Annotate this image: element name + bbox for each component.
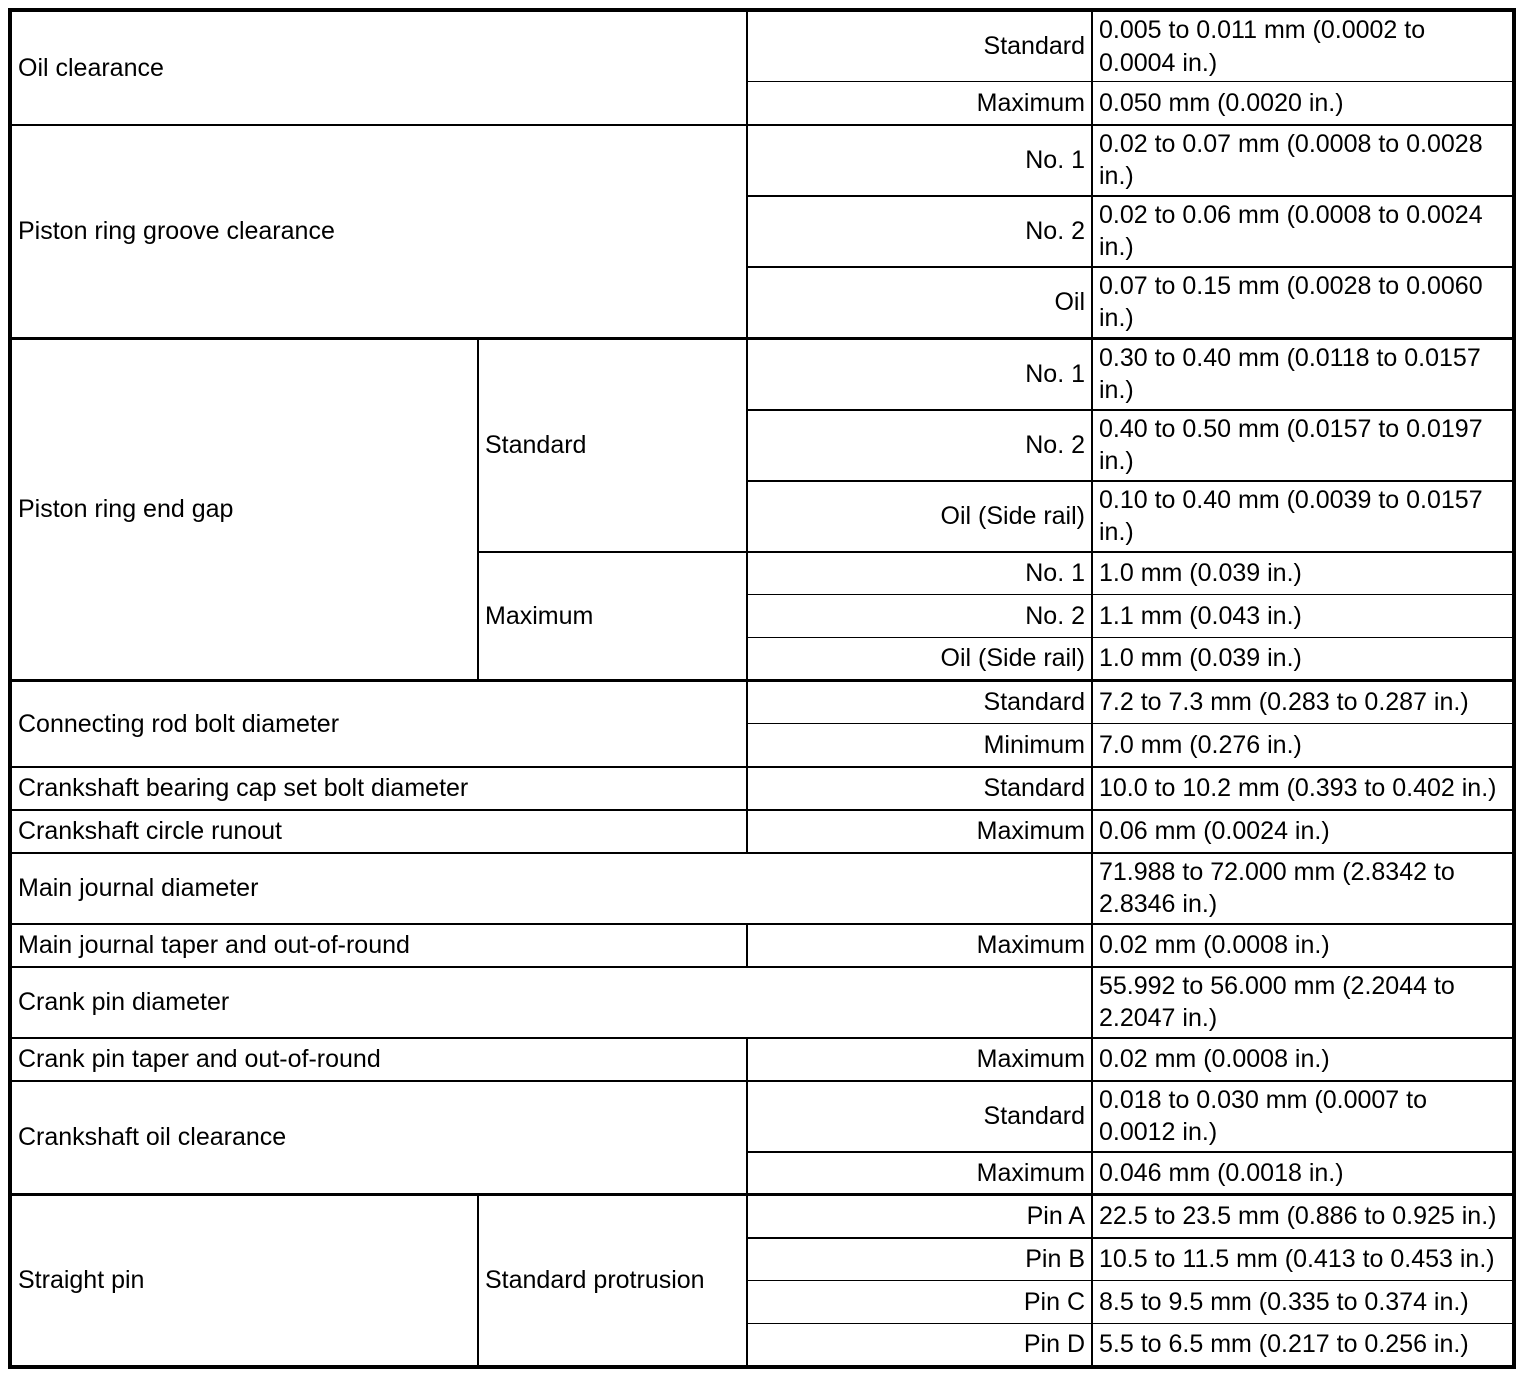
spec-label-cell: Maximum xyxy=(746,1150,1093,1195)
spec-value-cell: 7.2 to 7.3 mm (0.283 to 0.287 in.) xyxy=(1091,679,1515,724)
spec-value-cell: 0.30 to 0.40 mm (0.0118 to 0.0157 in.) xyxy=(1091,336,1515,410)
table-row: Maximum 0.050 mm (0.0020 in.) xyxy=(10,81,1515,125)
spec-item-cell: Crankshaft oil clearance xyxy=(9,1079,748,1195)
spec-subgroup-cell: Maximum xyxy=(477,550,748,681)
table-row: Crankshaft bearing cap set bolt diameter… xyxy=(9,765,1515,810)
table-row: Pin C 8.5 to 9.5 mm (0.335 to 0.374 in.) xyxy=(10,1280,1515,1324)
spec-label-cell: Oil (Side rail) xyxy=(746,479,1093,552)
spec-value-cell: 7.0 mm (0.276 in.) xyxy=(1091,723,1515,767)
table-row: No. 2 1.1 mm (0.043 in.) xyxy=(10,594,1515,638)
spec-value-cell: 0.07 to 0.15 mm (0.0028 to 0.0060 in.) xyxy=(1091,265,1515,338)
table-row: Oil clearance Standard 0.005 to 0.011 mm… xyxy=(9,9,1515,125)
specifications-table: Oil clearance Standard 0.005 to 0.011 mm… xyxy=(8,8,1516,1369)
spec-label-cell: Standard xyxy=(746,765,1093,810)
spec-item-cell: Straight pin xyxy=(9,1193,479,1367)
spec-label-cell: No. 1 xyxy=(746,336,1093,410)
spec-value-cell: 0.046 mm (0.0018 in.) xyxy=(1091,1150,1515,1195)
spec-label-cell: No. 2 xyxy=(746,594,1093,638)
spec-label-cell: Oil (Side rail) xyxy=(746,637,1093,681)
spec-value-cell: 0.02 to 0.07 mm (0.0008 to 0.0028 in.) xyxy=(1091,123,1515,196)
spec-value-cell: 0.018 to 0.030 mm (0.0007 to 0.0012 in.) xyxy=(1091,1079,1515,1152)
spec-label-cell: Standard xyxy=(746,1079,1093,1152)
table-row: No. 2 0.02 to 0.06 mm (0.0008 to 0.0024 … xyxy=(10,194,1515,267)
spec-label-cell: Maximum xyxy=(746,1036,1093,1081)
spec-label-cell: Maximum xyxy=(746,922,1093,967)
spec-value-cell: 0.40 to 0.50 mm (0.0157 to 0.0197 in.) xyxy=(1091,408,1515,481)
spec-item-cell: Piston ring groove clearance xyxy=(9,123,748,338)
spec-label-cell: Pin B xyxy=(746,1236,1093,1281)
spec-label-cell: Pin D xyxy=(746,1323,1093,1367)
spec-value-cell: 1.1 mm (0.043 in.) xyxy=(1091,594,1515,638)
spec-label-cell: No. 2 xyxy=(746,194,1093,267)
spec-value-cell: 55.992 to 56.000 mm (2.2044 to 2.2047 in… xyxy=(1091,965,1515,1038)
spec-item-cell: Main journal diameter xyxy=(9,851,1093,924)
spec-label-cell: No. 2 xyxy=(746,408,1093,481)
table-row: Oil (Side rail) 0.10 to 0.40 mm (0.0039 … xyxy=(10,479,1515,552)
spec-label-cell: Maximum xyxy=(746,808,1093,853)
spec-value-cell: 10.5 to 11.5 mm (0.413 to 0.453 in.) xyxy=(1091,1236,1515,1281)
spec-item-cell: Crank pin diameter xyxy=(9,965,1093,1038)
spec-value-cell: 0.02 to 0.06 mm (0.0008 to 0.0024 in.) xyxy=(1091,194,1515,267)
spec-value-cell: 1.0 mm (0.039 in.) xyxy=(1091,637,1515,681)
spec-item-cell: Crank pin taper and out-of-round xyxy=(9,1036,748,1081)
table-row: Crankshaft oil clearance Standard 0.018 … xyxy=(9,1079,1515,1195)
spec-item-cell: Connecting rod bolt diameter xyxy=(9,679,748,767)
spec-label-cell: Pin A xyxy=(746,1193,1093,1238)
spec-value-cell: 0.050 mm (0.0020 in.) xyxy=(1091,81,1515,125)
spec-subgroup-cell: Standard protrusion xyxy=(477,1193,748,1367)
spec-value-cell: 10.0 to 10.2 mm (0.393 to 0.402 in.) xyxy=(1091,765,1515,810)
spec-value-cell: 71.988 to 72.000 mm (2.8342 to 2.8346 in… xyxy=(1091,851,1515,924)
table-row: Main journal diameter 71.988 to 72.000 m… xyxy=(9,851,1515,924)
spec-value-cell: 0.06 mm (0.0024 in.) xyxy=(1091,808,1515,853)
table-row: No. 2 0.40 to 0.50 mm (0.0157 to 0.0197 … xyxy=(10,408,1515,481)
spec-value-cell: 8.5 to 9.5 mm (0.335 to 0.374 in.) xyxy=(1091,1280,1515,1324)
spec-label-cell: Standard xyxy=(746,9,1093,82)
spec-label-cell: Oil xyxy=(746,265,1093,338)
spec-value-cell: 5.5 to 6.5 mm (0.217 to 0.256 in.) xyxy=(1091,1323,1515,1367)
table-row: Minimum 7.0 mm (0.276 in.) xyxy=(10,723,1515,767)
spec-label-cell: Standard xyxy=(746,679,1093,724)
table-row: Main journal taper and out-of-round Maxi… xyxy=(9,922,1515,967)
table-row: Piston ring groove clearance No. 1 0.02 … xyxy=(9,123,1515,338)
spec-value-cell: 0.02 mm (0.0008 in.) xyxy=(1091,922,1515,967)
spec-item-cell: Oil clearance xyxy=(9,9,748,125)
spec-label-cell: Maximum xyxy=(746,81,1093,125)
spec-label-cell: No. 1 xyxy=(746,123,1093,196)
spec-value-cell: 22.5 to 23.5 mm (0.886 to 0.925 in.) xyxy=(1091,1193,1515,1238)
spec-item-cell: Crankshaft circle runout xyxy=(9,808,748,853)
spec-value-cell: 0.02 mm (0.0008 in.) xyxy=(1091,1036,1515,1081)
table-row: Pin B 10.5 to 11.5 mm (0.413 to 0.453 in… xyxy=(10,1236,1515,1281)
spec-item-cell: Crankshaft bearing cap set bolt diameter xyxy=(9,765,748,810)
spec-label-cell: Minimum xyxy=(746,723,1093,767)
spec-subgroup-cell: Standard xyxy=(477,336,748,552)
table-row: Pin D 5.5 to 6.5 mm (0.217 to 0.256 in.) xyxy=(10,1323,1515,1367)
table-row: Maximum 0.046 mm (0.0018 in.) xyxy=(10,1150,1515,1195)
table-row: Maximum No. 1 1.0 mm (0.039 in.) xyxy=(10,550,1515,681)
table-row: Oil (Side rail) 1.0 mm (0.039 in.) xyxy=(10,637,1515,681)
page: Oil clearance Standard 0.005 to 0.011 mm… xyxy=(8,8,1516,1369)
spec-label-cell: Pin C xyxy=(746,1280,1093,1324)
table-row: Straight pin Standard protrusion Pin A 2… xyxy=(9,1193,1515,1367)
table-row: Piston ring end gap Standard No. 1 0.30 … xyxy=(9,336,1515,681)
table-row: Crankshaft circle runout Maximum 0.06 mm… xyxy=(9,808,1515,853)
spec-value-cell: 0.005 to 0.011 mm (0.0002 to 0.0004 in.) xyxy=(1091,9,1515,82)
table-row: Crank pin taper and out-of-round Maximum… xyxy=(9,1036,1515,1081)
table-row: Crank pin diameter 55.992 to 56.000 mm (… xyxy=(9,965,1515,1038)
spec-value-cell: 1.0 mm (0.039 in.) xyxy=(1091,550,1515,595)
table-row: Oil 0.07 to 0.15 mm (0.0028 to 0.0060 in… xyxy=(10,265,1515,338)
spec-label-cell: No. 1 xyxy=(746,550,1093,595)
spec-value-cell: 0.10 to 0.40 mm (0.0039 to 0.0157 in.) xyxy=(1091,479,1515,552)
spec-item-cell: Main journal taper and out-of-round xyxy=(9,922,748,967)
spec-item-cell: Piston ring end gap xyxy=(9,336,479,681)
table-row: Connecting rod bolt diameter Standard 7.… xyxy=(9,679,1515,767)
